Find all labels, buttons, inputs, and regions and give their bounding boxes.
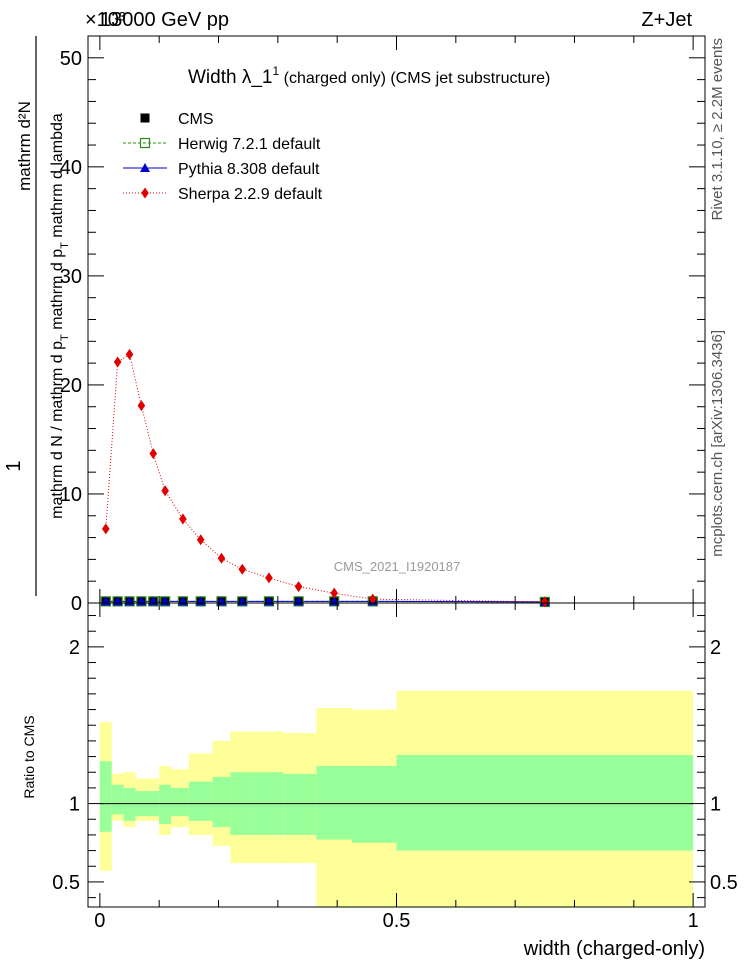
main-series (100, 348, 550, 608)
sherpa-point (101, 523, 110, 535)
sherpa-point (161, 485, 169, 497)
inner-band-bin (283, 773, 317, 835)
pythia-line (105, 600, 545, 603)
ratio-xlabel: width (charged-only) (523, 938, 705, 960)
main-ytick-label: 30 (60, 266, 82, 288)
main-ytick-label: 40 (60, 157, 82, 179)
sherpa-point (330, 587, 339, 599)
sherpa-point (294, 581, 303, 593)
sherpa-point (125, 348, 134, 360)
ratio-ytick-labels: 0.5 0.5 1 1 2 2 (52, 637, 738, 894)
ylabel-numerator-one: 1 (3, 460, 25, 471)
sherpa-point (265, 572, 273, 584)
sherpa-line (105, 353, 545, 603)
sherpa-point (541, 596, 549, 608)
sherpa-point (368, 593, 377, 605)
ratio-ytick-label: 0.5 (52, 872, 80, 894)
ratio-ytick-label: 2 (69, 637, 80, 659)
legend-label-pythia: Pythia 8.308 default (178, 161, 320, 178)
legend: CMS Herwig 7.2.1 default Pythia 8.308 defa… (123, 111, 323, 203)
inner-band-bin (212, 776, 231, 828)
plot-title: Width λ_11 (charged only) (CMS jet subst… (188, 64, 550, 88)
analysis-watermark: CMS_2021_I1920187 (334, 559, 461, 574)
energy-label: 13000 GeV pp (100, 9, 229, 31)
sherpa-point (113, 356, 122, 368)
ratio-panel: 0.5 0.51 12 2 0 0.5 1 Ratio to CMS width (cha… (21, 602, 738, 960)
main-ytick-labels: 0 10 20 30 40 50 (60, 48, 82, 615)
inner-band-bin (159, 784, 172, 824)
inner-band-bin (316, 765, 353, 840)
sherpa-point (238, 563, 247, 575)
legend-label-herwig: Herwig 7.2.1 default (178, 136, 321, 153)
ratio-ytick-label: 1 (69, 794, 80, 816)
main-ytick-label: 20 (60, 375, 82, 397)
exponent-label: ×10³ (85, 9, 126, 31)
legend-label-cms: CMS (178, 111, 214, 128)
rivet-label: Rivet 3.1.10, ≥ 2.2M events (709, 38, 726, 221)
ratio-xtick-label: 0 (94, 910, 105, 932)
plot-title-main: Width λ_1 (188, 67, 272, 88)
main-ytick-label: 50 (60, 48, 82, 70)
legend-marker-cms (140, 113, 150, 123)
ratio-bands (99, 690, 694, 907)
inner-band-bin (171, 787, 189, 817)
inner-band-bin (99, 761, 112, 832)
plot-title-sup: 1 (272, 64, 279, 78)
ylabel-denominator: mathrm d N / mathrm d pT mathrm d pT mat… (49, 113, 71, 519)
ratio-xtick-label: 1 (688, 910, 699, 932)
ratio-ytick-label-right: 1 (710, 794, 721, 816)
main-ytick-label: 10 (60, 484, 82, 506)
inner-band-bin (352, 765, 397, 843)
plot-title-rest: (charged only) (CMS jet substructure) (279, 70, 550, 87)
main-ylabel: 1 mathrm d²N mathrm d N / mathrm d pT ma… (3, 36, 71, 596)
inner-band-bin (188, 781, 213, 821)
ratio-ytick-label-right: 2 (710, 637, 721, 659)
main-ytick-label: 0 (71, 593, 82, 615)
ylabel-numerator: mathrm d²N (15, 101, 34, 191)
sherpa-point (179, 513, 187, 525)
ratio-ylabel: Ratio to CMS (21, 715, 37, 798)
sherpa-point (149, 448, 158, 460)
process-label: Z+Jet (641, 9, 692, 31)
inner-band-bin (111, 784, 124, 815)
legend-label-sherpa: Sherpa 2.2.9 default (178, 186, 323, 203)
legend-marker-sherpa (141, 187, 149, 199)
ratio-ytick-label-right: 0.5 (710, 872, 738, 894)
sherpa-point (137, 400, 146, 412)
ratio-xtick-labels: 0 0.5 1 (94, 910, 698, 932)
inner-band-bin (396, 755, 694, 851)
ratio-axis-ticks (88, 603, 705, 907)
mcplots-label: mcplots.cern.ch [arXiv:1306.3436] (709, 330, 726, 557)
sherpa-point (196, 534, 205, 546)
sherpa-point (217, 552, 226, 564)
ratio-frame (87, 602, 706, 908)
inner-band-bin (123, 787, 136, 821)
legend-marker-herwig (139, 137, 151, 149)
ratio-xtick-label: 0.5 (383, 910, 411, 932)
legend-marker-pythia (140, 163, 150, 172)
